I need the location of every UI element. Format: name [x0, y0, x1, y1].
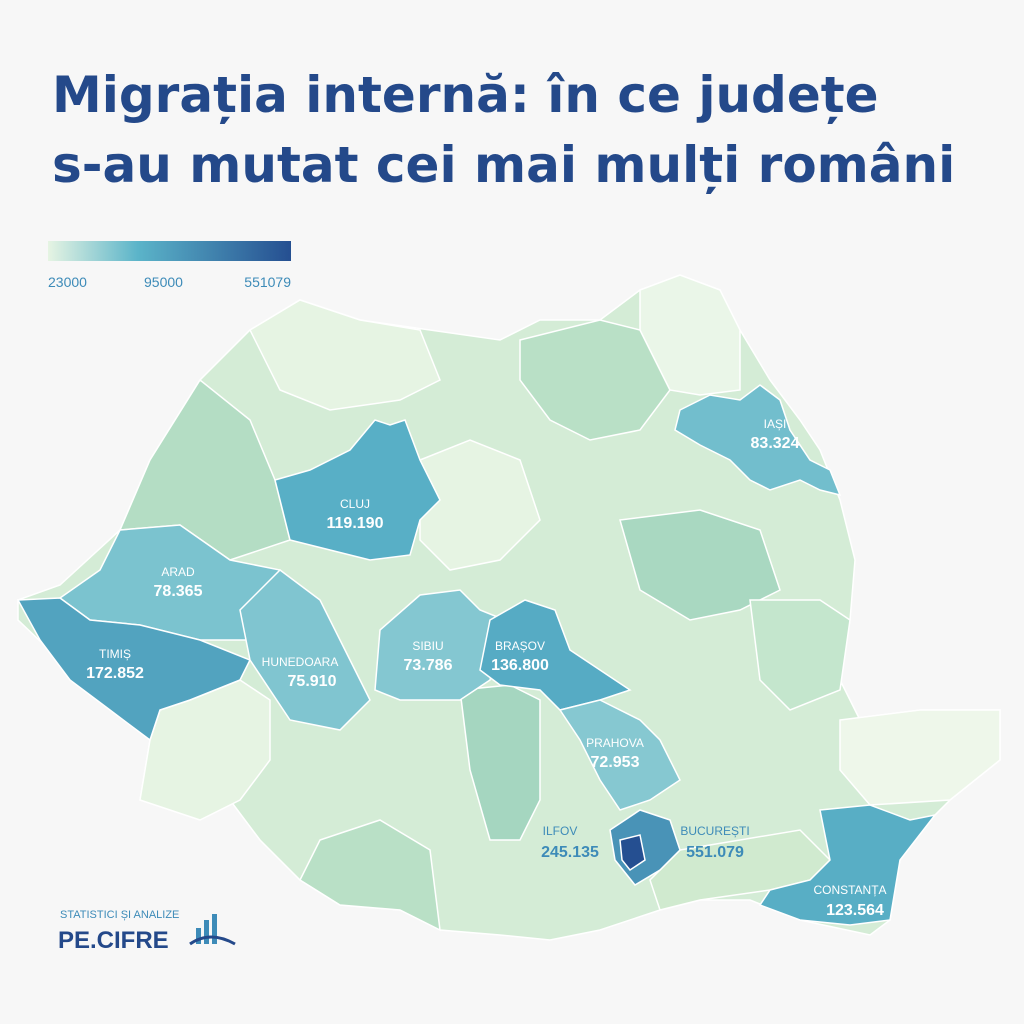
county — [299, 819, 441, 932]
legend-tick-label: 95000 — [144, 274, 183, 290]
county-name: CLUJ — [340, 497, 370, 511]
county-region — [274, 419, 441, 561]
county-name: BUCUREȘTI — [680, 824, 749, 838]
legend-tick-label: 23000 — [48, 274, 87, 290]
county-value: 78.365 — [154, 583, 203, 600]
county-value: 245.135 — [541, 844, 599, 861]
county-region — [558, 699, 681, 811]
county-value: 136.800 — [491, 657, 549, 674]
county-value: 123.564 — [826, 902, 884, 919]
county-region — [619, 834, 646, 872]
county-name: BRAȘOV — [495, 639, 545, 653]
county-name: HUNEDOARA — [262, 655, 339, 669]
county-name: IAȘI — [764, 417, 787, 431]
county — [519, 319, 671, 441]
county-value: 172.852 — [86, 665, 144, 682]
county-value: 73.786 — [404, 657, 453, 674]
county-value: 119.190 — [327, 515, 384, 532]
county-region — [674, 384, 842, 497]
county-value: 72.953 — [591, 754, 640, 771]
county-value: 83.324 — [751, 435, 800, 452]
county-value: 551.079 — [686, 844, 744, 861]
legend-tick-label: 551079 — [244, 274, 291, 290]
county-region — [239, 569, 371, 731]
county — [749, 599, 851, 711]
logo-tagline: STATISTICI ȘI ANALIZE — [60, 909, 179, 921]
county-name: TIMIȘ — [99, 647, 131, 661]
county-name: ILFOV — [543, 824, 578, 838]
county — [249, 299, 441, 411]
county-name: SIBIU — [412, 639, 443, 653]
title-line: Migrația internă: în ce județe — [52, 66, 879, 124]
county-name: PRAHOVA — [586, 736, 644, 750]
county — [419, 439, 541, 571]
county-name: CONSTANȚA — [813, 883, 886, 897]
county-region — [758, 804, 937, 926]
logo-icon — [189, 914, 236, 946]
title-line: s-au mutat cei mai mulți români — [52, 136, 955, 194]
county — [639, 274, 741, 396]
county-name: ARAD — [161, 565, 195, 579]
logo-name: PE.CIFRE — [58, 927, 169, 954]
county-value: 75.910 — [288, 673, 337, 690]
legend-bar — [48, 241, 291, 261]
county-region — [16, 597, 252, 742]
county — [839, 709, 1001, 806]
